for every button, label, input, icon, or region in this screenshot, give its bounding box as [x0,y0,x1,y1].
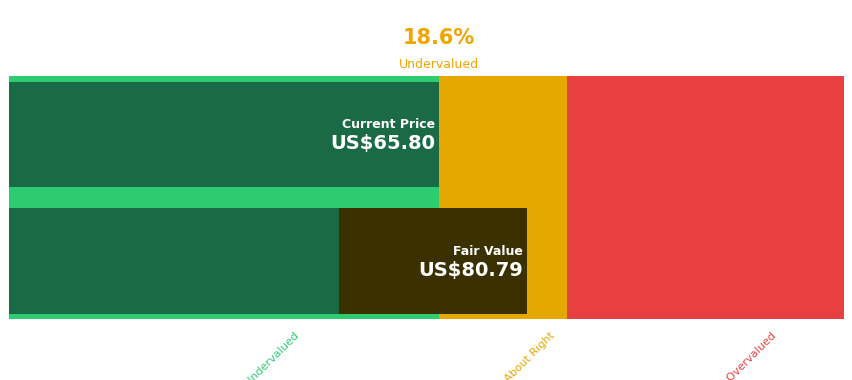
Text: US$65.80: US$65.80 [330,135,435,154]
Text: About Right: About Right [503,331,556,380]
Text: Fair Value: Fair Value [452,245,522,258]
Text: Undervalued: Undervalued [399,58,479,71]
Text: US$80.79: US$80.79 [417,261,522,280]
Text: 20% Overvalued: 20% Overvalued [705,331,778,380]
Text: 18.6%: 18.6% [402,28,475,48]
Text: Current Price: Current Price [342,119,435,131]
Text: 20% Undervalued: 20% Undervalued [223,331,301,380]
